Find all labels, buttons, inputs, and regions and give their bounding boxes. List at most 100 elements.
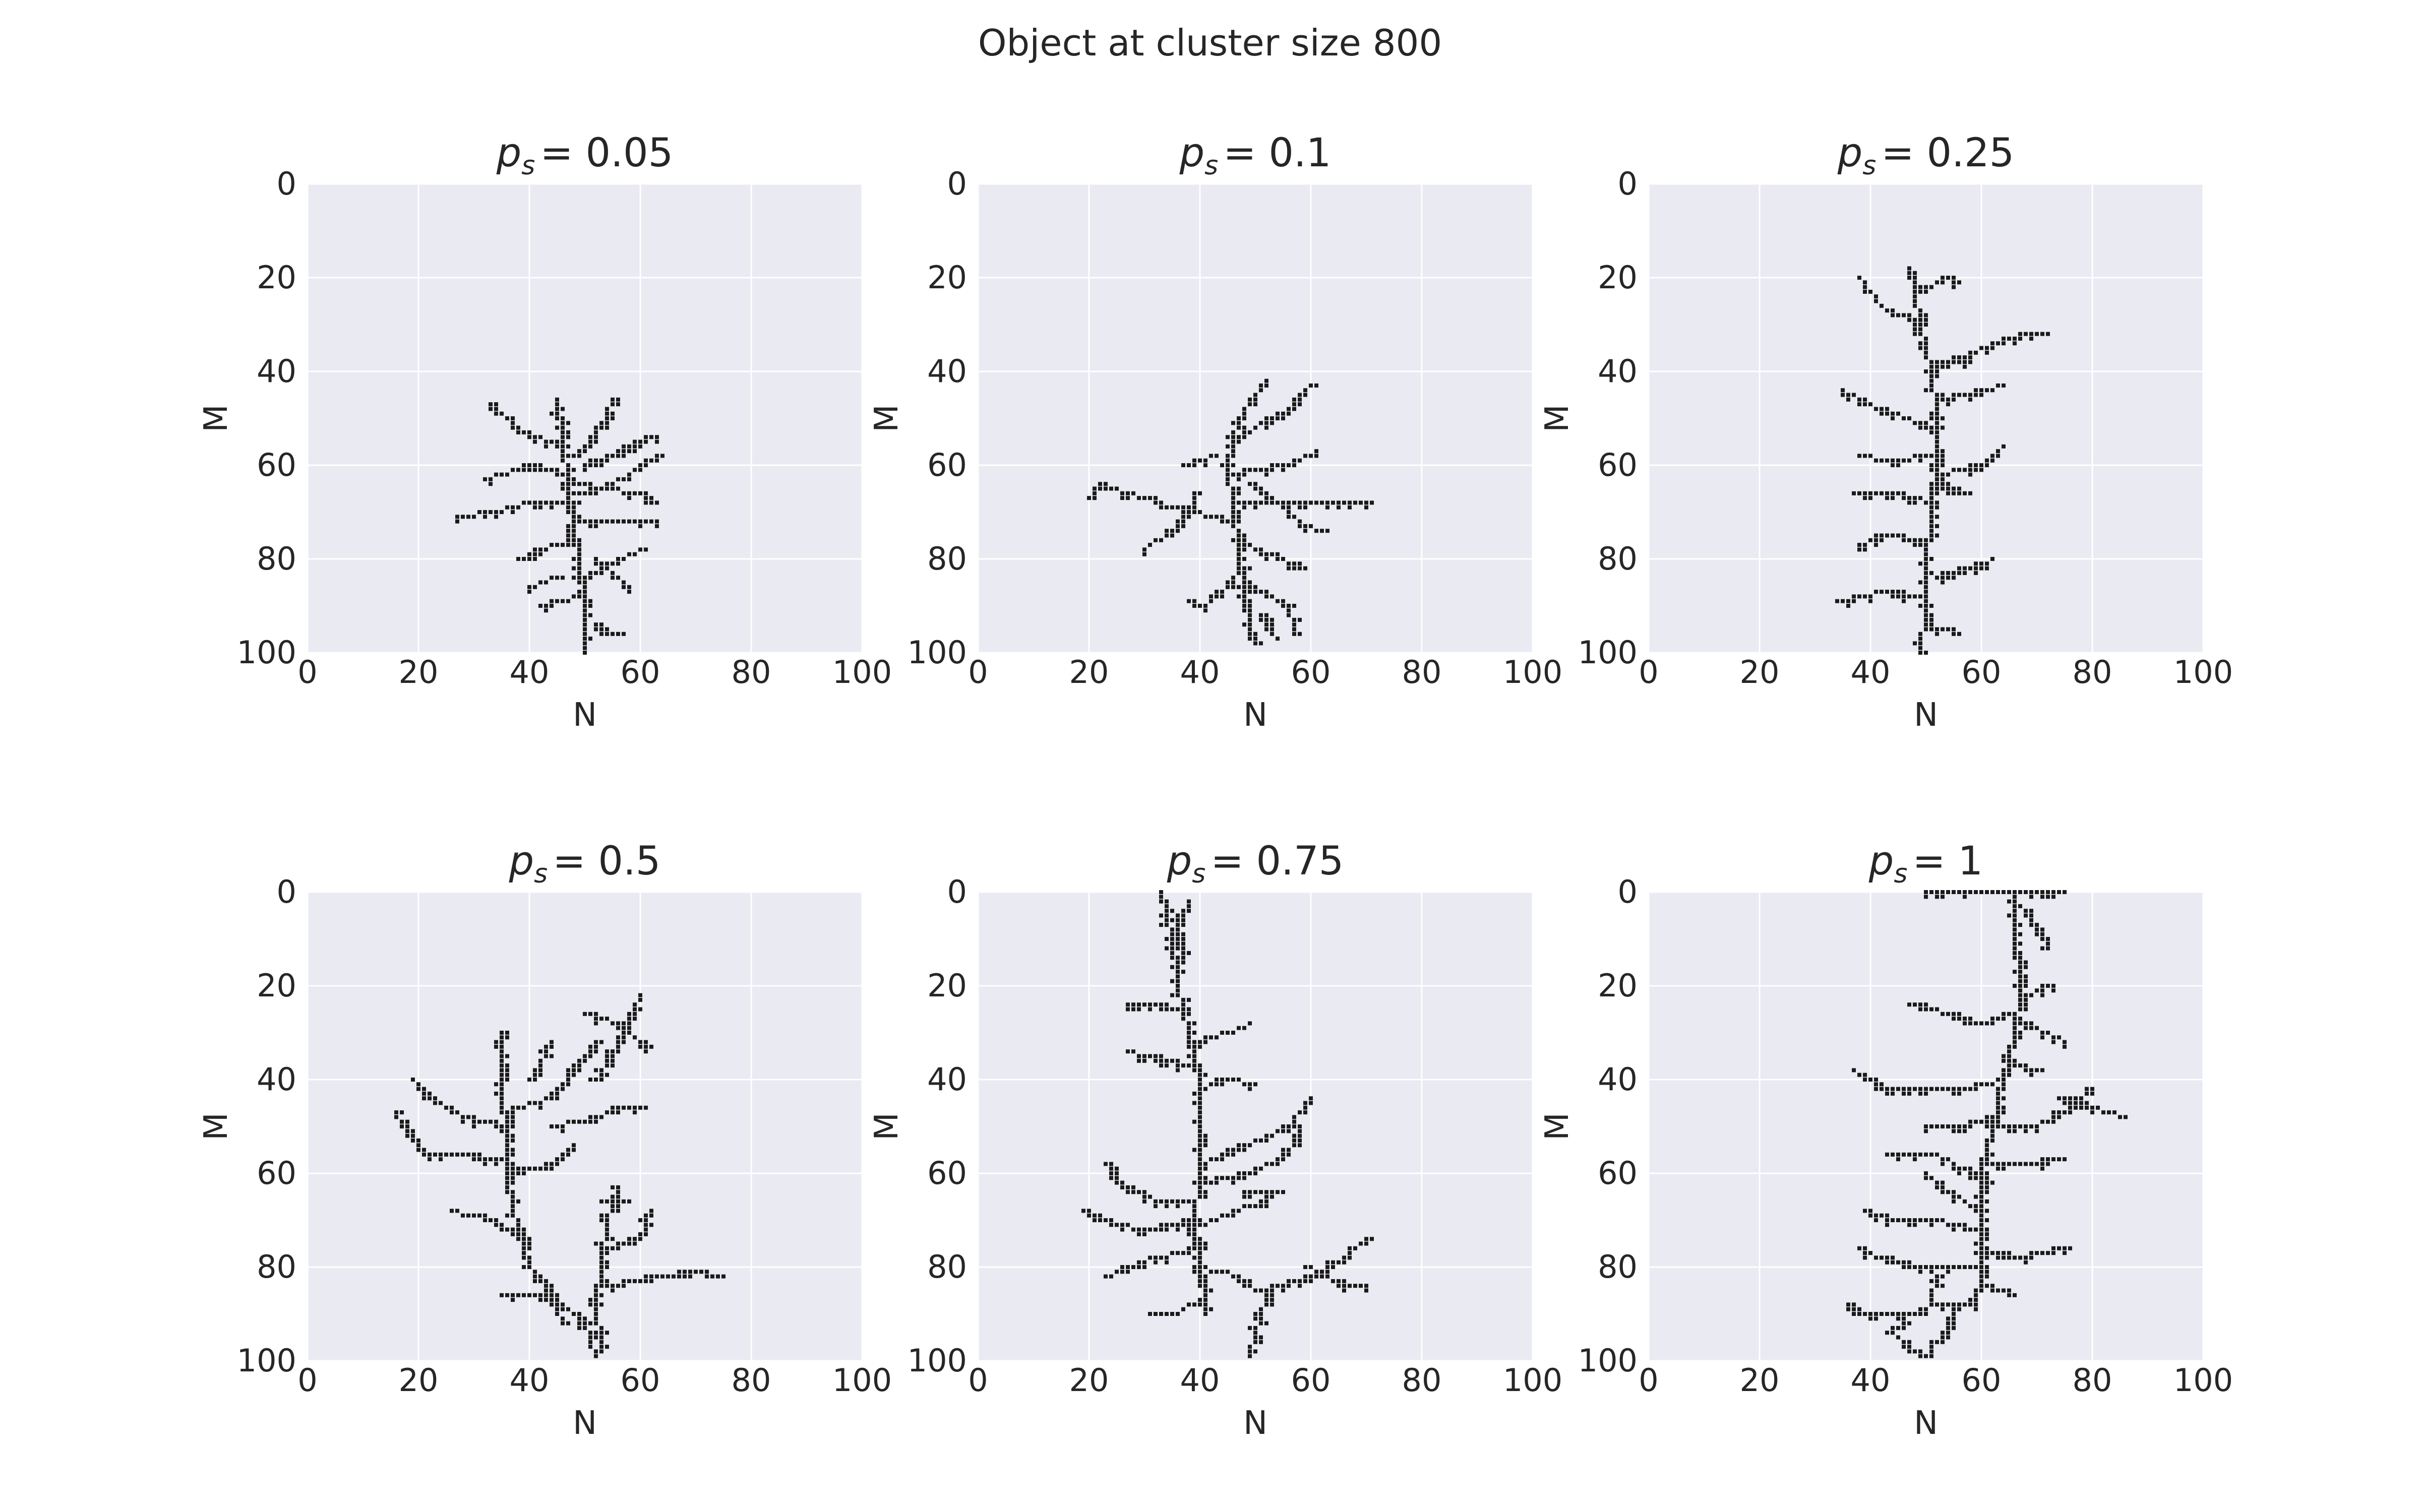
cluster-point: [2040, 932, 2044, 936]
cluster-point: [555, 439, 559, 444]
cluster-point: [1996, 890, 2000, 894]
cluster-point: [1935, 1279, 1939, 1283]
cluster-point: [1902, 1345, 1906, 1349]
cluster-point: [1924, 346, 1928, 350]
cluster-point: [1253, 1138, 1257, 1143]
cluster-point: [1270, 1284, 1274, 1288]
cluster-point: [655, 500, 659, 505]
cluster-point: [1181, 956, 1185, 960]
cluster-point: [605, 416, 609, 420]
cluster-point: [1957, 491, 1961, 495]
cluster-point: [588, 486, 592, 491]
cluster-point: [489, 1218, 493, 1222]
cluster-point: [1176, 923, 1180, 927]
cluster-point: [1287, 608, 1291, 613]
cluster-point: [1924, 543, 1928, 547]
cluster-point: [2018, 332, 2022, 336]
cluster-point: [1314, 1274, 1318, 1279]
cluster-point: [1974, 566, 1978, 571]
cluster-point: [2040, 332, 2044, 336]
cluster-point: [1863, 1246, 1867, 1250]
cluster-point: [1952, 276, 1956, 280]
cluster-point: [1907, 1087, 1911, 1091]
cluster-point: [1924, 627, 1928, 632]
cluster-point: [577, 1068, 581, 1073]
cluster-point: [594, 571, 598, 575]
cluster-point: [1259, 613, 1263, 617]
gridlines: [1648, 891, 2204, 1362]
cluster-point: [588, 613, 592, 617]
cluster-point: [1198, 1241, 1202, 1246]
cluster-point: [2040, 937, 2044, 941]
cluster-point: [572, 594, 576, 599]
cluster-point: [1181, 524, 1185, 528]
cluster-point: [1253, 1349, 1257, 1354]
cluster-point: [1093, 496, 1097, 500]
cluster-point: [1929, 285, 1933, 289]
cluster-point: [1154, 1002, 1158, 1007]
cluster-point: [1924, 566, 1928, 571]
cluster-point: [1242, 1190, 1246, 1194]
cluster-point: [1941, 416, 1945, 420]
cluster-point: [611, 1204, 615, 1209]
cluster-point: [1979, 1190, 1983, 1194]
cluster-point: [505, 1190, 509, 1194]
cluster-point: [2029, 1255, 2033, 1260]
cluster-point: [2013, 1026, 2017, 1030]
cluster-point: [599, 1255, 603, 1260]
cluster-point: [1281, 1148, 1285, 1152]
cluster-point: [644, 1227, 648, 1232]
cluster-point: [522, 1227, 526, 1232]
cluster-point: [2035, 988, 2039, 993]
cluster-point: [1957, 393, 1961, 397]
cluster-point: [505, 1110, 509, 1115]
cluster-point: [1170, 965, 1174, 969]
cluster-point: [1353, 500, 1357, 505]
cluster-point: [1298, 566, 1302, 571]
cluster-point: [522, 1232, 526, 1236]
cluster-point: [1187, 505, 1191, 510]
cluster-point: [627, 585, 631, 589]
cluster-point: [1253, 402, 1257, 407]
cluster-point: [2013, 1063, 2017, 1068]
cluster-point: [1192, 1209, 1196, 1213]
cluster-point: [1968, 1119, 1972, 1124]
cluster-point: [1192, 1091, 1196, 1096]
cluster-point: [1907, 313, 1911, 318]
cluster-point: [2057, 1246, 2061, 1250]
cluster-point: [1891, 458, 1895, 463]
cluster-point: [627, 1105, 631, 1110]
cluster-point: [1946, 1326, 1950, 1330]
cluster-point: [1902, 538, 1906, 542]
cluster-point: [1176, 965, 1180, 969]
cluster-point: [1979, 1279, 1983, 1283]
cluster-point: [1918, 289, 1922, 294]
cluster-point: [472, 1124, 476, 1128]
cluster-point: [1957, 1307, 1961, 1311]
cluster-point: [1929, 1124, 1933, 1128]
cluster-point: [483, 1157, 487, 1162]
cluster-point: [2068, 1105, 2072, 1110]
cluster-point: [544, 1284, 548, 1288]
cluster-point: [2018, 923, 2022, 927]
cluster-point: [1253, 585, 1257, 589]
cluster-point: [1270, 1194, 1274, 1199]
cluster-point: [1192, 1232, 1196, 1236]
cluster-point: [583, 585, 587, 589]
cluster-point: [1109, 1162, 1113, 1166]
cluster-point: [527, 1293, 531, 1297]
cluster-point: [1093, 491, 1097, 495]
gridlines: [977, 183, 1534, 654]
cluster-point: [555, 599, 559, 603]
cluster-point: [1957, 571, 1961, 575]
cluster-point: [1896, 1218, 1900, 1222]
cluster-point: [644, 1279, 648, 1283]
cluster-point: [566, 1152, 570, 1157]
cluster-point: [511, 1133, 515, 1138]
cluster-point: [2040, 988, 2044, 993]
cluster-point: [555, 416, 559, 420]
cluster-point: [1946, 1223, 1950, 1227]
cluster-point: [627, 1279, 631, 1283]
cluster-point: [1924, 1307, 1928, 1311]
cluster-point: [505, 416, 509, 420]
